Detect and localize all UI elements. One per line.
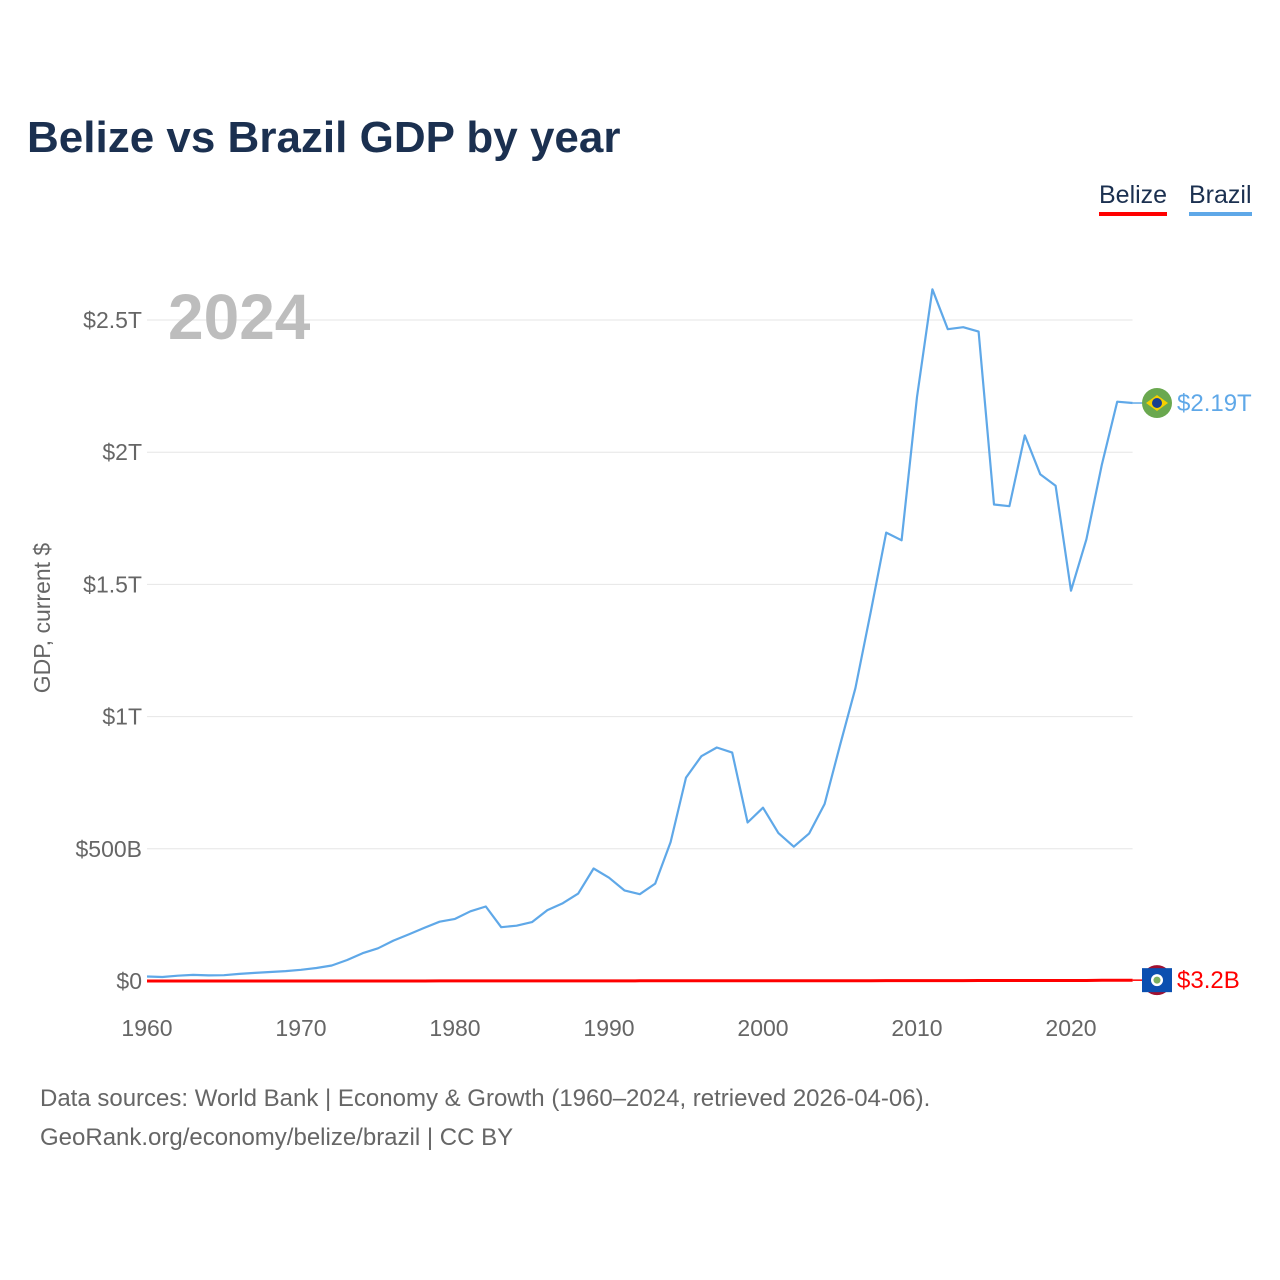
footer-link[interactable]: GeoRank.org/economy/belize/brazil | CC B… <box>40 1124 514 1151</box>
y-axis-ticks: $0 $500B $1T $1.5T $2T $2.5T <box>75 307 142 994</box>
series-lines <box>146 288 1133 983</box>
x-tick-label: 1980 <box>429 1015 480 1041</box>
x-tick-label: 1960 <box>121 1015 172 1041</box>
gridlines <box>147 319 1133 982</box>
series-line-belize[interactable] <box>147 978 1133 983</box>
x-axis-ticks: 1960 1970 1980 1990 2000 2010 2020 <box>121 1015 1096 1041</box>
y-tick-label: $0 <box>116 968 142 994</box>
y-tick-label: $1T <box>102 704 142 730</box>
end-label-brazil: $2.19T <box>1177 390 1252 417</box>
x-tick-label: 2020 <box>1045 1015 1096 1041</box>
legend-item-brazil[interactable]: Brazil <box>1189 181 1252 216</box>
footer-sources: Data sources: World Bank | Economy & Gro… <box>40 1085 931 1112</box>
brazil-flag-icon <box>1142 388 1172 419</box>
series-line-brazil[interactable] <box>146 288 1133 979</box>
x-tick-label: 1990 <box>583 1015 634 1041</box>
x-tick-label: 2010 <box>891 1015 942 1041</box>
legend-item-belize[interactable]: Belize <box>1099 181 1168 216</box>
end-markers: $2.19T $3.2B <box>1132 388 1252 996</box>
year-watermark: 2024 <box>168 281 311 353</box>
x-tick-label: 1970 <box>275 1015 326 1041</box>
y-tick-label: $1.5T <box>83 571 142 597</box>
y-tick-label: $2.5T <box>83 307 142 333</box>
end-label-belize: $3.2B <box>1177 967 1240 994</box>
y-axis-label: GDP, current $ <box>29 543 55 694</box>
y-tick-label: $2T <box>102 439 142 465</box>
belize-flag-icon <box>1142 965 1172 996</box>
x-tick-label: 2000 <box>737 1015 788 1041</box>
y-tick-label: $500B <box>75 836 142 862</box>
chart-title: Belize vs Brazil GDP by year <box>27 113 621 162</box>
